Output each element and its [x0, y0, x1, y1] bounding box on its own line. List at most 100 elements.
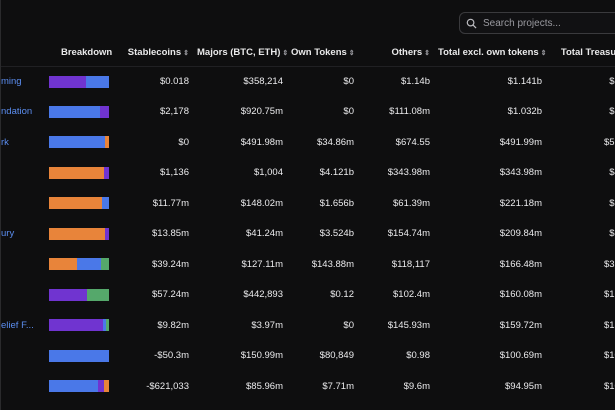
majors-cell: $442,893: [243, 289, 283, 301]
total-excl-cell: $491.99m: [499, 136, 542, 148]
project-name-cell[interactable]: elief F...: [1, 310, 47, 341]
treasury-table: Breakdown Stablecoins ⇕ Majors (BTC, ETH)…: [1, 40, 615, 402]
breakdown-segment-own-tokens: [49, 258, 77, 271]
sort-icon: ⇕: [424, 50, 430, 58]
project-name-link[interactable]: ury: [1, 228, 15, 240]
table-row[interactable]: elief F... $9.82m $3.97m $0 $145.93m $159.72m…: [1, 310, 615, 341]
breakdown-bar: [49, 288, 109, 301]
others-cell: $61.39m: [393, 197, 430, 209]
stablecoins-cell: $1,136: [159, 167, 189, 179]
project-name-cell[interactable]: ndation: [1, 97, 47, 128]
project-name-cell[interactable]: ury: [1, 219, 47, 250]
project-name-cell[interactable]: [1, 371, 47, 402]
breakdown-segment-others: [87, 288, 109, 301]
total-excl-cell: $166.48m: [499, 258, 542, 270]
total-treasury-cell: $1.14: [609, 76, 615, 87]
breakdown-bar: [49, 136, 109, 149]
project-name-link[interactable]: elief F...: [1, 319, 34, 331]
sort-icon: ⇕: [183, 50, 189, 58]
column-header-own-tokens[interactable]: Own Tokens ⇕: [291, 47, 355, 59]
table-row[interactable]: $57.24m $442,893 $0.12 $102.4m $160.08m $160.…: [1, 280, 615, 311]
majors-cell: $491.98m: [240, 136, 283, 148]
project-name-link[interactable]: ming: [1, 76, 22, 87]
own-tokens-cell: $143.88m: [311, 258, 354, 270]
stablecoins-cell: $9.82m: [157, 319, 189, 331]
breakdown-cell: [47, 280, 117, 311]
table-row[interactable]: -$621,033 $85.96m $7.71m $9.6m $94.95m $102.6: [1, 371, 615, 402]
others-cell: $145.93m: [387, 319, 430, 331]
stablecoins-cell: $13.85m: [152, 228, 189, 240]
total-treasury-cell: $159.7: [603, 319, 615, 331]
project-name-cell[interactable]: [1, 158, 47, 189]
others-cell: $111.08m: [389, 106, 430, 118]
breakdown-segment-majors: [98, 380, 105, 393]
breakdown-bar: [49, 197, 109, 210]
breakdown-segment-own-tokens: [104, 380, 109, 393]
breakdown-segment-own-tokens: [104, 136, 109, 149]
breakdown-segment-stablecoins: [101, 197, 109, 210]
others-cell: $343.98m: [387, 167, 430, 179]
column-header-others[interactable]: Others ⇕: [391, 47, 431, 59]
breakdown-segment-majors: [100, 105, 109, 118]
table-row[interactable]: ndation $2,178 $920.75m $0 $111.08m $1.032b $1…: [1, 97, 615, 128]
project-name-cell[interactable]: [1, 280, 47, 311]
table-row[interactable]: $39.24m $127.11m $143.88m $118,117 $166.48m $…: [1, 249, 615, 280]
project-name-link[interactable]: ndation: [1, 106, 33, 118]
breakdown-segment-stablecoins: [49, 380, 99, 393]
breakdown-bar: [49, 105, 109, 118]
table-row[interactable]: ming $0.018 $358,214 $0 $1.14b $1.141b $1.14: [1, 66, 615, 97]
total-treasury-cell: $526.8: [603, 136, 615, 148]
others-cell: $102.4m: [393, 289, 430, 301]
column-header-total-treasury[interactable]: Total Treasury⇕: [560, 47, 615, 59]
breakdown-cell: [47, 188, 117, 219]
search-input[interactable]: [483, 17, 615, 29]
project-name-cell[interactable]: [1, 341, 47, 372]
project-name-link[interactable]: rk: [1, 136, 9, 148]
breakdown-segment-majors: [49, 75, 87, 88]
majors-cell: $127.11m: [241, 258, 283, 270]
breakdown-cell: [47, 158, 117, 189]
breakdown-cell: [47, 66, 117, 97]
breakdown-segment-own-tokens: [49, 166, 105, 179]
table-row[interactable]: ury $13.85m $41.24m $3.524b $154.74m $209.84m…: [1, 219, 615, 250]
majors-cell: $358,214: [243, 76, 283, 87]
own-tokens-cell: $0: [343, 76, 354, 87]
table-row[interactable]: $11.77m $148.02m $1.656b $61.39m $221.18m $1.…: [1, 188, 615, 219]
search-icon: [466, 18, 477, 29]
total-excl-cell: $160.08m: [499, 289, 542, 301]
column-header-majors[interactable]: Majors (BTC, ETH) ⇕: [197, 47, 289, 59]
own-tokens-cell: $34.86m: [317, 136, 354, 148]
project-name-cell[interactable]: rk: [1, 127, 47, 158]
column-header-stablecoins[interactable]: Stablecoins ⇕: [127, 47, 189, 59]
column-header-breakdown: Breakdown: [61, 47, 113, 59]
project-name-cell[interactable]: [1, 249, 47, 280]
own-tokens-cell: $0.12: [330, 289, 354, 301]
search-box[interactable]: [459, 12, 615, 34]
breakdown-cell: [47, 219, 117, 250]
breakdown-bar: [49, 349, 109, 362]
project-name-cell[interactable]: ming: [1, 66, 47, 97]
others-cell: $154.74m: [387, 228, 430, 240]
table-row[interactable]: -$50.3m $150.99m $80,849 $0.98 $100.69m $100.…: [1, 341, 615, 372]
breakdown-cell: [47, 341, 117, 372]
sort-icon: ⇕: [348, 50, 355, 58]
own-tokens-cell: $0: [343, 319, 354, 331]
total-excl-cell: $100.69m: [499, 350, 542, 362]
sort-icon: ⇕: [282, 50, 289, 58]
majors-cell: $150.99m: [240, 350, 283, 362]
breakdown-cell: [47, 127, 117, 158]
stablecoins-cell: $0.018: [159, 76, 189, 87]
breakdown-cell: [47, 310, 117, 341]
table-row[interactable]: $1,136 $1,004 $4.121b $343.98m $343.98m $4.46: [1, 158, 615, 189]
majors-cell: $1,004: [253, 167, 283, 179]
total-excl-cell: $94.95m: [505, 380, 542, 392]
project-name-cell[interactable]: [1, 188, 47, 219]
total-excl-cell: $159.72m: [499, 319, 542, 331]
table-row[interactable]: rk $0 $491.98m $34.86m $674.55 $491.99m $526.8: [1, 127, 615, 158]
breakdown-bar: [49, 166, 109, 179]
breakdown-segment-stablecoins: [49, 105, 100, 118]
own-tokens-cell: $80,849: [319, 350, 354, 362]
table-toolbar: [1, 0, 615, 38]
column-header-total-excl-own-tokens[interactable]: Total excl. own tokens ⇕: [438, 47, 547, 59]
stablecoins-cell: $57.24m: [152, 289, 189, 301]
